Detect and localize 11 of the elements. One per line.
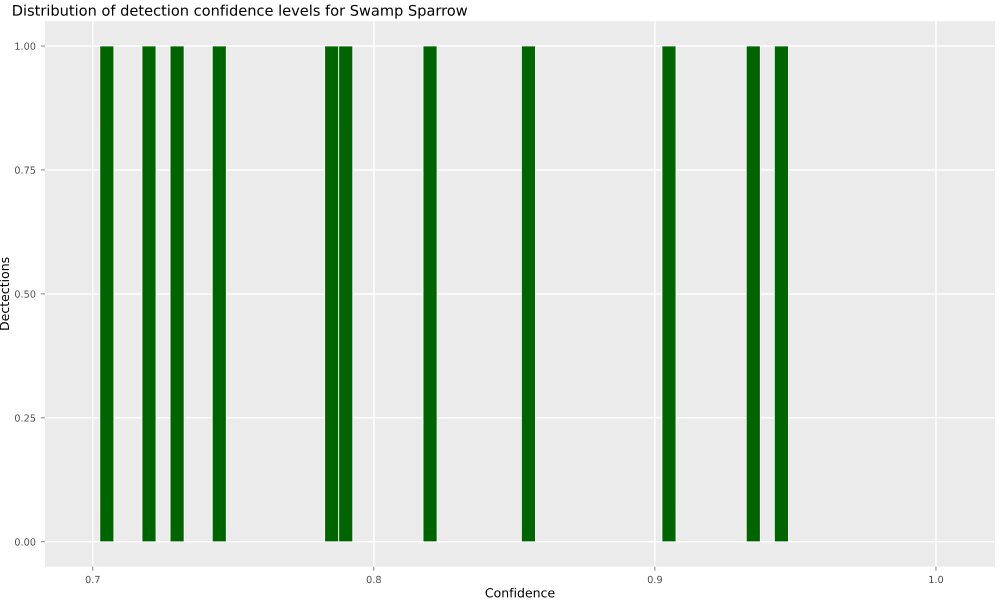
y-tick-label: 1.00 [15,42,36,50]
x-tick-label: 0.8 [366,576,381,584]
y-tick-label: 0.25 [14,414,36,422]
x-axis-title: Confidence [486,588,554,598]
x-tick-label: 0.9 [648,576,662,584]
y-tick-label: 0.50 [14,290,36,298]
x-tick-label: 1.0 [929,576,944,584]
y-tick-label: 0.75 [14,166,36,174]
x-tick-label: 0.7 [86,576,100,584]
y-tick-label: 0.00 [14,538,36,546]
chart-title: Distribution of detection confidence levels for Swamp Sparrow [13,4,468,19]
